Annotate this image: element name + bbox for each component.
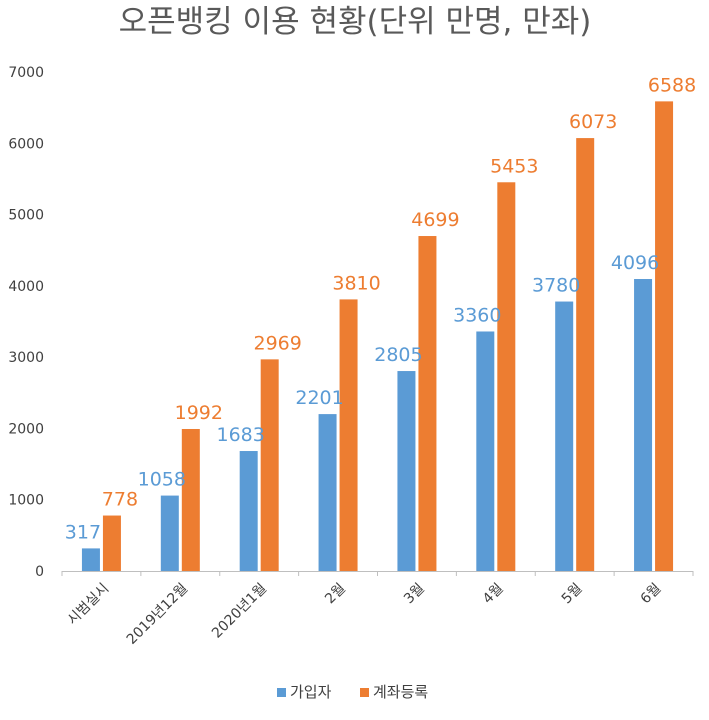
y-tick-label: 5000 xyxy=(8,208,44,224)
bar-subscribers xyxy=(239,451,258,571)
x-tick-label: 2월 xyxy=(322,581,349,608)
bar-subscribers xyxy=(555,301,574,571)
x-tick-label: 6월 xyxy=(638,581,665,608)
y-tick-label: 2000 xyxy=(8,421,44,437)
x-tick-label: 4월 xyxy=(480,581,507,608)
data-label: 3780 xyxy=(532,275,580,297)
y-tick-label: 1000 xyxy=(8,493,44,509)
bar-accounts xyxy=(102,515,121,571)
y-tick-label: 3000 xyxy=(8,350,44,366)
bar-subscribers xyxy=(634,279,653,571)
data-label: 317 xyxy=(65,521,101,543)
data-label: 1992 xyxy=(175,402,223,424)
y-tick-label: 4000 xyxy=(8,279,44,295)
bar-accounts xyxy=(260,359,279,571)
data-label: 6588 xyxy=(648,74,696,96)
x-tick-label: 시범실시 xyxy=(65,581,113,629)
bar-subscribers xyxy=(476,331,495,571)
bar-subscribers xyxy=(318,414,337,571)
x-tick-label: 5월 xyxy=(559,581,586,608)
bar-subscribers xyxy=(160,495,179,571)
data-label: 1058 xyxy=(138,469,186,491)
data-label: 1683 xyxy=(217,424,265,446)
legend-label: 가입자 xyxy=(290,683,332,701)
data-label: 4096 xyxy=(611,252,659,274)
bars xyxy=(81,101,674,572)
bar-subscribers xyxy=(397,371,416,571)
y-tick-label: 6000 xyxy=(8,136,44,152)
legend-swatch xyxy=(277,688,286,697)
chart-title: 오픈뱅킹 이용 현황(단위 만명, 만좌) xyxy=(119,4,592,40)
x-axis: 시범실시 2019년12월 2020년1월 2월 3월 4월 5월 6월 xyxy=(61,571,694,648)
bar-accounts xyxy=(497,182,516,572)
bar-accounts xyxy=(576,138,595,572)
bar-accounts xyxy=(418,236,437,571)
data-label: 3810 xyxy=(332,272,380,294)
y-axis: 0 1000 2000 3000 4000 5000 6000 7000 xyxy=(8,65,44,580)
data-label: 3360 xyxy=(453,304,501,326)
x-tick-label: 2020년1월 xyxy=(209,581,270,642)
data-label: 6073 xyxy=(569,111,617,133)
y-tick-label: 0 xyxy=(35,564,44,580)
data-label: 2805 xyxy=(374,344,422,366)
bar-accounts xyxy=(339,299,358,571)
legend-label: 계좌등록 xyxy=(373,683,428,701)
x-tick-label: 2019년12월 xyxy=(124,581,191,648)
data-label: 4699 xyxy=(411,209,459,231)
x-tick-label: 3월 xyxy=(401,581,428,608)
legend: 가입자 계좌등록 xyxy=(277,683,428,701)
data-label: 2201 xyxy=(295,387,343,409)
y-tick-label: 7000 xyxy=(8,65,44,81)
bar-accounts xyxy=(655,101,674,571)
data-label: 2969 xyxy=(254,332,302,354)
data-label: 778 xyxy=(102,489,138,511)
bar-subscribers xyxy=(81,548,100,571)
legend-swatch xyxy=(360,688,369,697)
data-label: 5453 xyxy=(490,155,538,177)
bar-accounts xyxy=(181,428,200,571)
